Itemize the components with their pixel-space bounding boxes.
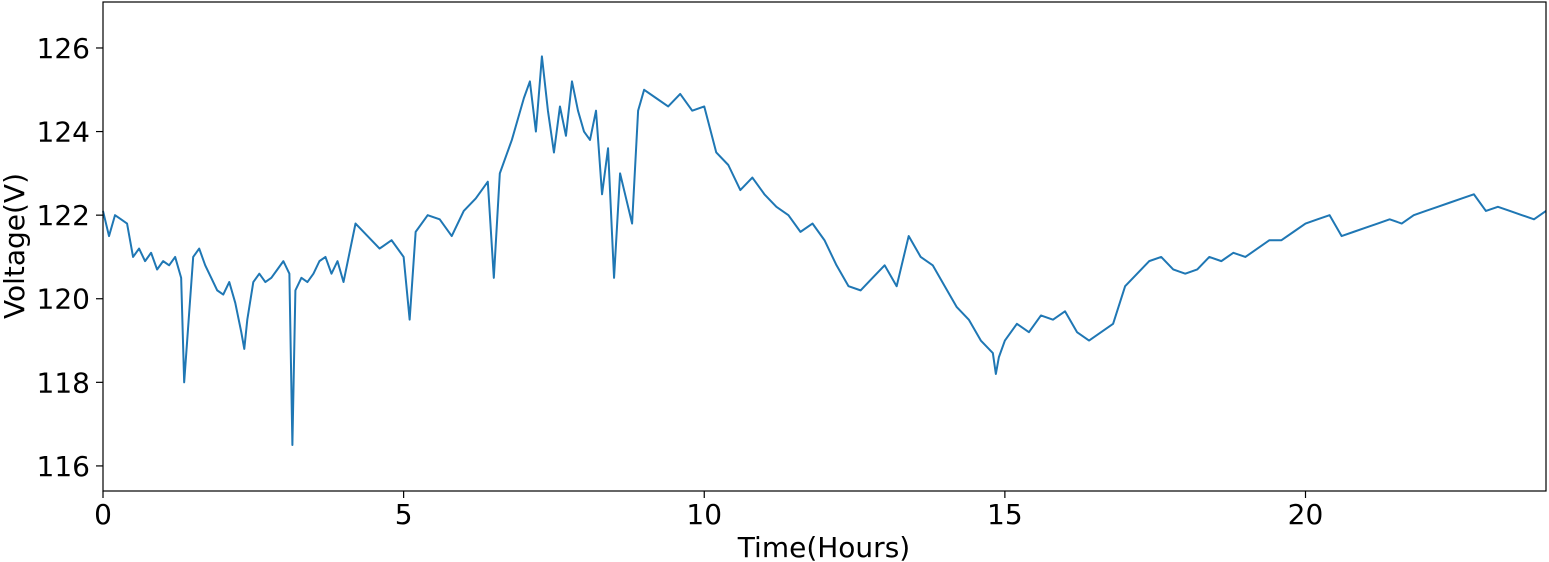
y-tick-label: 118	[37, 366, 90, 399]
plot-frame	[102, 1, 1547, 492]
voltage-series-line	[102, 55, 1547, 447]
x-axis-label: Time(Hours)	[737, 531, 910, 562]
x-tick-label: 10	[686, 498, 722, 531]
y-tick-label: 124	[37, 116, 90, 149]
y-tick-label: 126	[37, 32, 90, 65]
x-axis: 0 5 10 15 20	[94, 491, 1323, 531]
y-axis-label: Voltage(V)	[0, 173, 31, 319]
y-axis: 116 118 120 122 124 126	[37, 32, 103, 483]
x-tick-label: 0	[94, 498, 112, 531]
y-tick-label: 122	[37, 199, 90, 232]
y-tick-label: 116	[37, 450, 90, 483]
x-tick-label: 5	[395, 498, 413, 531]
plot-area	[102, 1, 1547, 492]
y-tick-label: 120	[37, 283, 90, 316]
x-tick-label: 20	[1288, 498, 1324, 531]
x-tick-label: 15	[987, 498, 1023, 531]
